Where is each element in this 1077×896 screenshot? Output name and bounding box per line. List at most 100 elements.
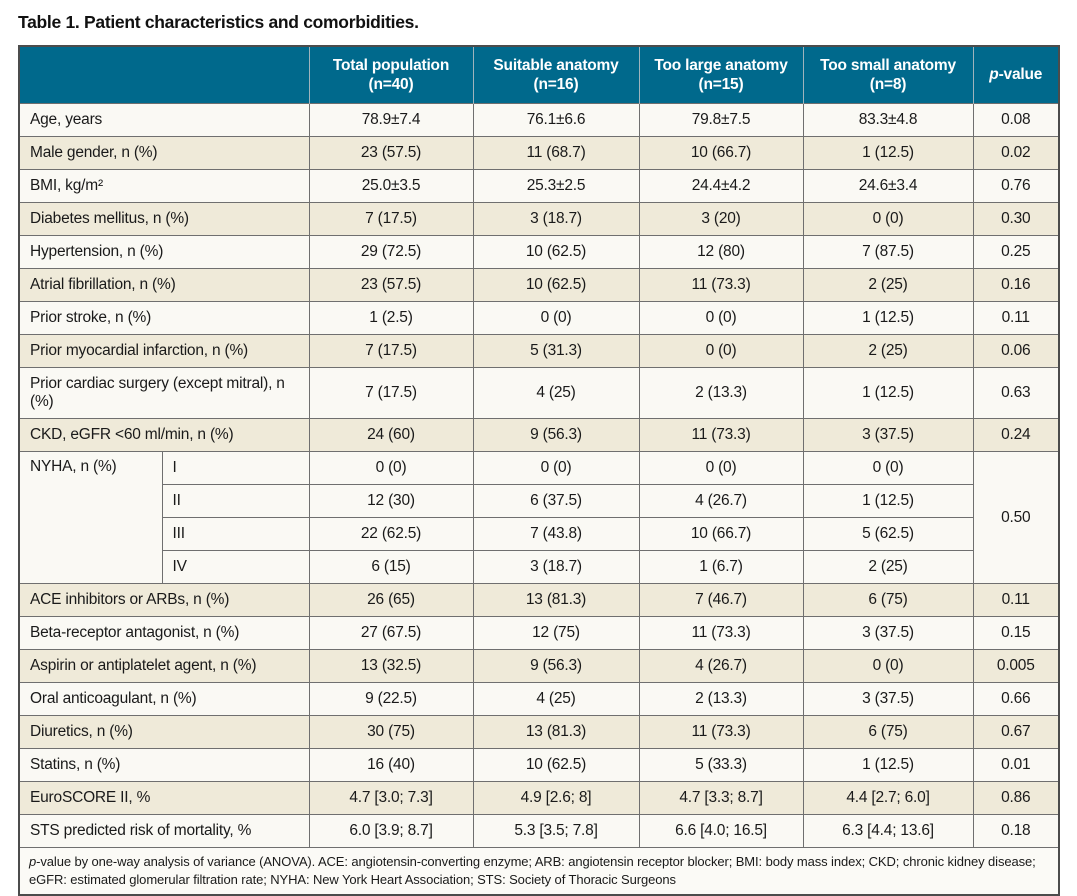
table-row-ace-arbs: ACE inhibitors or ARBs, n (%) 26 (65) 13…: [18, 583, 1060, 617]
cell: 0 (0): [308, 451, 474, 485]
cell: 5.3 [3.5; 7.8]: [472, 814, 640, 848]
cell: 10 (66.7): [638, 517, 804, 551]
row-label: EuroSCORE II, %: [18, 781, 310, 815]
table-row-ckd: CKD, eGFR <60 ml/min, n (%) 24 (60) 9 (5…: [18, 418, 1060, 452]
header-row: Total population (n=40) Suitable anatomy…: [19, 46, 1059, 104]
cell: 2 (13.3): [638, 367, 804, 419]
cell: 0 (0): [802, 451, 974, 485]
cell: 11 (73.3): [638, 715, 804, 749]
row-label: Atrial fibrillation, n (%): [18, 268, 310, 302]
table-row-bmi: BMI, kg/m² 25.0±3.5 25.3±2.5 24.4±4.2 24…: [18, 169, 1060, 203]
cell: 23 (57.5): [308, 268, 474, 302]
cell: 7 (17.5): [308, 202, 474, 236]
cell: 6 (15): [308, 550, 474, 584]
cell: 6.6 [4.0; 16.5]: [638, 814, 804, 848]
cell: 11 (73.3): [638, 616, 804, 650]
nyha-class-label: II: [161, 484, 310, 518]
row-label: Oral anticoagulant, n (%): [18, 682, 310, 716]
cell-pvalue: 0.76: [972, 169, 1060, 203]
table-row-age: Age, years 78.9±7.4 76.1±6.6 79.8±7.5 83…: [18, 103, 1060, 137]
cell: 12 (30): [308, 484, 474, 518]
row-label: STS predicted risk of mortality, %: [18, 814, 310, 848]
patient-characteristics-table: Total population (n=40) Suitable anatomy…: [18, 45, 1060, 896]
cell: 1 (12.5): [802, 367, 974, 419]
cell: 4.4 [2.7; 6.0]: [802, 781, 974, 815]
cell: 6 (75): [802, 583, 974, 617]
table-row-statins: Statins, n (%) 16 (40) 10 (62.5) 5 (33.3…: [18, 748, 1060, 782]
cell: 5 (31.3): [472, 334, 640, 368]
row-label: BMI, kg/m²: [18, 169, 310, 203]
table-row-male-gender: Male gender, n (%) 23 (57.5) 11 (68.7) 1…: [18, 136, 1060, 170]
cell-pvalue: 0.63: [972, 367, 1060, 419]
cell: 0 (0): [638, 451, 804, 485]
nyha-class-label: I: [161, 451, 310, 485]
cell: 6.3 [4.4; 13.6]: [802, 814, 974, 848]
row-label: Beta-receptor antagonist, n (%): [18, 616, 310, 650]
column-header-pvalue: p-value: [972, 46, 1059, 104]
cell: 0 (0): [802, 202, 974, 236]
row-label: Male gender, n (%): [18, 136, 310, 170]
column-header-too-small-anatomy: Too small anatomy (n=8): [802, 46, 973, 104]
row-label: Prior cardiac surgery (except mitral), n…: [18, 367, 310, 419]
cell: 22 (62.5): [308, 517, 474, 551]
column-header-empty: [19, 46, 309, 104]
table-row-nyha-2: II 12 (30) 6 (37.5) 4 (26.7) 1 (12.5): [19, 484, 1059, 518]
cell: 4.9 [2.6; 8]: [472, 781, 640, 815]
column-header-total-population: Total population (n=40): [308, 46, 473, 104]
cell: 3 (37.5): [802, 418, 974, 452]
cell: 4.7 [3.3; 8.7]: [638, 781, 804, 815]
row-label: Statins, n (%): [18, 748, 310, 782]
cell: 3 (20): [638, 202, 804, 236]
cell-pvalue: 0.66: [972, 682, 1060, 716]
table-row-prior-cardiac-surgery: Prior cardiac surgery (except mitral), n…: [18, 367, 1060, 419]
cell: 1 (12.5): [802, 748, 974, 782]
cell: 76.1±6.6: [472, 103, 640, 137]
cell: 0 (0): [638, 301, 804, 335]
row-label: Diabetes mellitus, n (%): [18, 202, 310, 236]
cell: 25.0±3.5: [308, 169, 474, 203]
cell: 30 (75): [308, 715, 474, 749]
table-row-aspirin: Aspirin or antiplatelet agent, n (%) 13 …: [18, 649, 1060, 683]
cell: 25.3±2.5: [472, 169, 640, 203]
cell-pvalue: 0.02: [972, 136, 1060, 170]
cell-pvalue: 0.16: [972, 268, 1060, 302]
cell: 4 (25): [472, 367, 640, 419]
row-label: Aspirin or antiplatelet agent, n (%): [18, 649, 310, 683]
cell: 79.8±7.5: [638, 103, 804, 137]
cell: 10 (66.7): [638, 136, 804, 170]
column-header-suitable-anatomy: Suitable anatomy (n=16): [472, 46, 639, 104]
table-row-diuretics: Diuretics, n (%) 30 (75) 13 (81.3) 11 (7…: [18, 715, 1060, 749]
cell-pvalue: 0.11: [972, 301, 1060, 335]
table-row-prior-stroke: Prior stroke, n (%) 1 (2.5) 0 (0) 0 (0) …: [18, 301, 1060, 335]
table-row-hypertension: Hypertension, n (%) 29 (72.5) 10 (62.5) …: [18, 235, 1060, 269]
row-label: Prior stroke, n (%): [18, 301, 310, 335]
table-row-prior-mi: Prior myocardial infarction, n (%) 7 (17…: [18, 334, 1060, 368]
nyha-merged-pvalue: 0.50: [972, 451, 1060, 584]
cell-pvalue: 0.18: [972, 814, 1060, 848]
cell-pvalue: 0.24: [972, 418, 1060, 452]
column-header-too-large-anatomy: Too large anatomy (n=15): [638, 46, 803, 104]
cell-pvalue: 0.86: [972, 781, 1060, 815]
cell: 5 (33.3): [638, 748, 804, 782]
cell: 24.4±4.2: [638, 169, 804, 203]
cell: 6 (37.5): [472, 484, 640, 518]
cell-pvalue: 0.01: [972, 748, 1060, 782]
cell: 2 (25): [802, 268, 974, 302]
cell: 3 (37.5): [802, 682, 974, 716]
cell: 9 (56.3): [472, 418, 640, 452]
cell: 5 (62.5): [802, 517, 974, 551]
table-row-diabetes: Diabetes mellitus, n (%) 7 (17.5) 3 (18.…: [18, 202, 1060, 236]
cell: 4 (26.7): [638, 484, 804, 518]
cell: 0 (0): [802, 649, 974, 683]
nyha-group-label: NYHA, n (%): [18, 451, 163, 584]
cell: 12 (75): [472, 616, 640, 650]
cell-pvalue: 0.67: [972, 715, 1060, 749]
cell: 9 (56.3): [472, 649, 640, 683]
cell-pvalue: 0.25: [972, 235, 1060, 269]
table-row-oral-anticoagulant: Oral anticoagulant, n (%) 9 (22.5) 4 (25…: [18, 682, 1060, 716]
table-footnote: p-value by one-way analysis of variance …: [18, 847, 1060, 896]
table-row-nyha-1: NYHA, n (%) I 0 (0) 0 (0) 0 (0) 0 (0) 0.…: [18, 451, 1060, 584]
table-row-beta-blocker: Beta-receptor antagonist, n (%) 27 (67.5…: [18, 616, 1060, 650]
cell: 13 (81.3): [472, 583, 640, 617]
cell-pvalue: 0.08: [972, 103, 1060, 137]
